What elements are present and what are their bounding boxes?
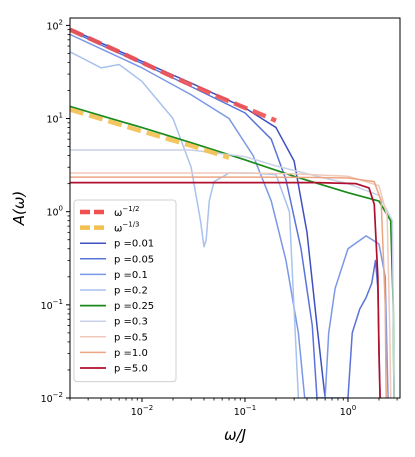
legend-item: p =1.0 xyxy=(80,348,148,359)
legend-item: ω−1/3 xyxy=(80,221,140,235)
series-line-5 xyxy=(70,105,395,398)
x-axis-title: ω/J xyxy=(224,426,246,444)
series-line-3 xyxy=(70,33,389,398)
legend-label: p =0.01 xyxy=(114,239,154,250)
legend-item: p =0.5 xyxy=(80,332,148,343)
x-tick-label: 100 xyxy=(340,404,357,418)
series-line-9 xyxy=(70,181,381,398)
series-line-7 xyxy=(70,172,392,398)
y-tick-label: 10−1 xyxy=(41,298,63,312)
legend-label: p =0.2 xyxy=(114,286,148,297)
series-layer xyxy=(70,27,395,398)
legend-label: p =1.0 xyxy=(114,348,148,359)
legend-item: p =0.05 xyxy=(80,254,154,265)
x-tick-label: 10−2 xyxy=(131,404,153,418)
legend-item: ω−1/2 xyxy=(80,205,140,219)
x-tick-label: 10−1 xyxy=(234,404,256,418)
y-axis-title: A(ω) xyxy=(10,191,28,227)
reference-line-2 xyxy=(70,107,230,160)
series-line-8 xyxy=(70,176,387,398)
y-tick-label: 100 xyxy=(46,205,63,219)
legend-item: p =0.25 xyxy=(80,301,154,312)
legend-item: p =0.01 xyxy=(80,239,154,250)
legend-label: p =0.3 xyxy=(114,317,148,328)
y-tick-label: 102 xyxy=(46,18,63,32)
legend-label: ω−1/3 xyxy=(114,221,140,235)
legend-item: p =0.1 xyxy=(80,270,148,281)
legend-label: p =0.1 xyxy=(114,270,148,281)
reference-line-1 xyxy=(70,27,277,123)
legend-label: p =0.05 xyxy=(114,254,154,265)
legend-item: p =0.2 xyxy=(80,286,148,297)
legend-label: p =0.5 xyxy=(114,332,148,343)
y-tick-label: 10−2 xyxy=(41,391,63,405)
legend-label: p =5.0 xyxy=(114,364,148,375)
tick-layer: 10−2 10−1 100 10−2 10−1 100 101 102 xyxy=(41,18,398,418)
legend-label: p =0.25 xyxy=(114,301,154,312)
y-tick-label: 101 xyxy=(46,112,63,126)
legend-item: p =0.3 xyxy=(80,317,148,328)
legend-label: ω−1/2 xyxy=(114,205,140,219)
legend-item: p =5.0 xyxy=(80,364,148,375)
legend: ω−1/2 ω−1/3 p =0.01 p =0.05 p =0.1 p =0.2 p =0… xyxy=(73,199,177,383)
